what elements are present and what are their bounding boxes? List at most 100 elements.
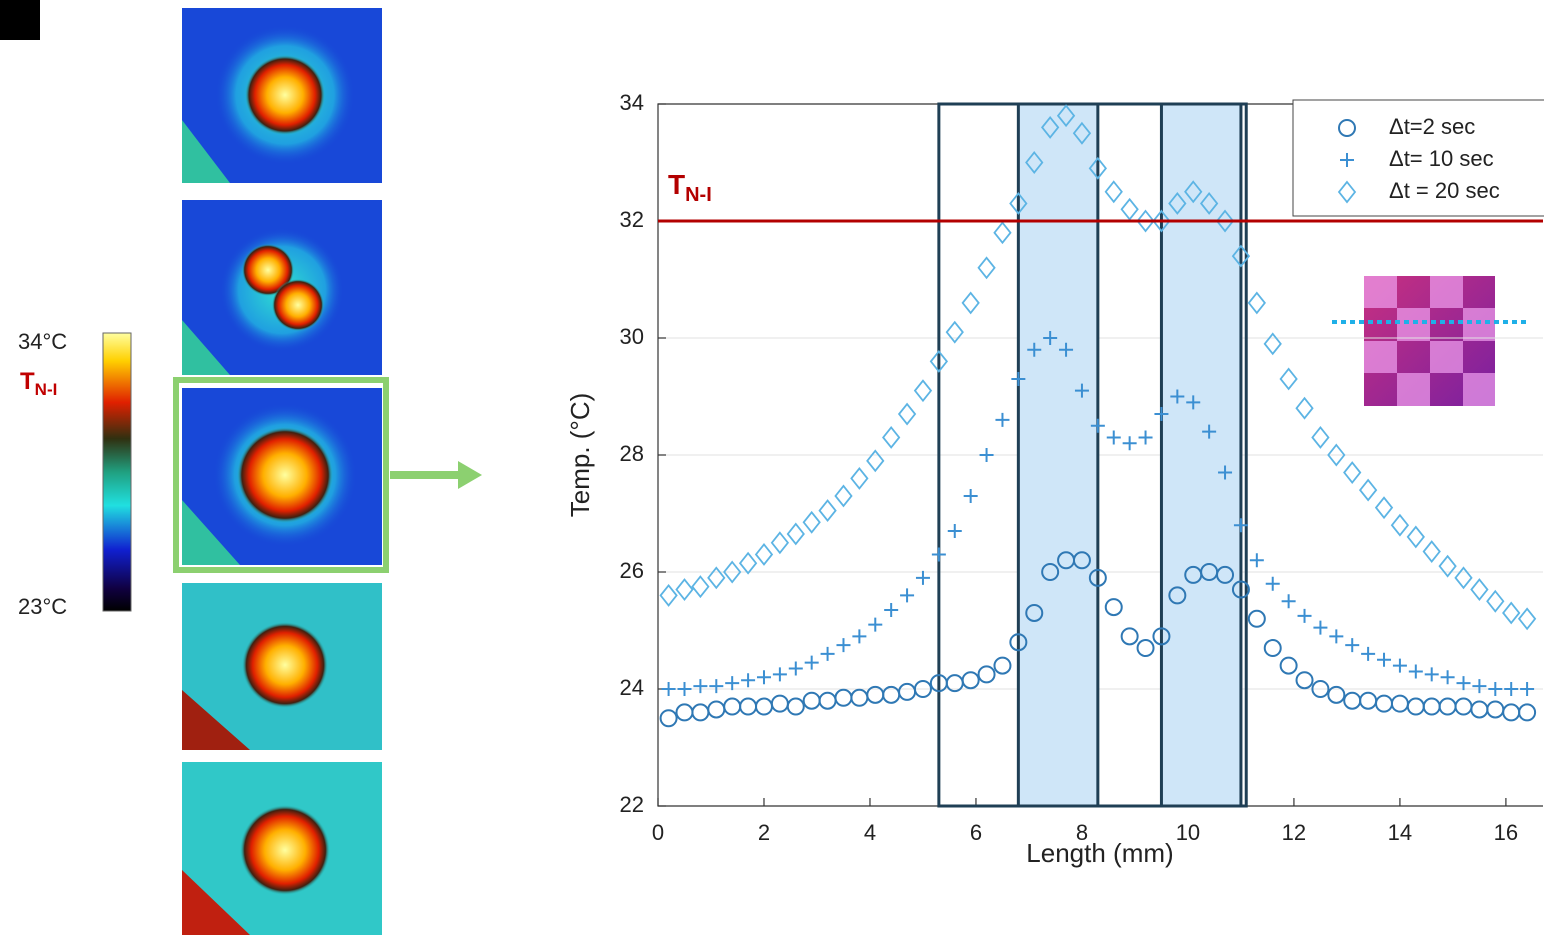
point	[788, 661, 803, 676]
point	[882, 426, 901, 449]
shaded-region	[1016, 102, 1100, 808]
inset-image	[1332, 276, 1528, 406]
point	[1438, 554, 1457, 578]
point	[995, 412, 1010, 427]
point	[1504, 682, 1519, 696]
point	[1454, 697, 1473, 716]
point	[1358, 478, 1378, 502]
point	[963, 488, 978, 503]
point	[1247, 609, 1266, 628]
point	[1518, 703, 1537, 722]
point	[707, 566, 726, 590]
point	[659, 583, 678, 607]
point	[1359, 691, 1378, 710]
legend-label: Δt=2 sec	[1389, 114, 1475, 139]
point	[1199, 192, 1219, 215]
point	[1486, 589, 1505, 613]
point	[1311, 426, 1330, 449]
point	[1488, 682, 1503, 696]
colorbar-marker-sub: N-I	[35, 380, 58, 399]
point	[1295, 671, 1314, 690]
point	[723, 697, 742, 716]
point	[1202, 424, 1217, 439]
point	[818, 499, 837, 523]
point	[1470, 578, 1489, 601]
point	[1327, 443, 1346, 467]
point	[900, 588, 915, 603]
point	[1297, 608, 1312, 623]
point	[1502, 601, 1521, 625]
point	[1263, 332, 1282, 356]
y-tick-label: 30	[620, 324, 644, 349]
point	[804, 655, 819, 670]
y-axis-label: Temp. (°C)	[565, 393, 595, 518]
point	[1009, 192, 1028, 215]
x-tick-label: 4	[864, 820, 876, 845]
point	[1313, 620, 1328, 635]
point	[1311, 680, 1330, 698]
x-tick-label: 12	[1282, 820, 1306, 845]
point	[1263, 639, 1282, 658]
point	[993, 221, 1012, 245]
point	[977, 665, 996, 684]
point	[691, 575, 710, 599]
point	[1136, 209, 1155, 233]
point	[1215, 209, 1235, 233]
point	[1517, 607, 1537, 631]
point	[1249, 553, 1264, 568]
y-tick-label: 24	[620, 675, 644, 700]
legend-marker	[1340, 153, 1354, 167]
point	[1090, 418, 1105, 433]
legend-marker	[1337, 180, 1357, 204]
point	[786, 697, 805, 716]
point	[1265, 576, 1280, 591]
point	[754, 697, 773, 716]
point	[1120, 197, 1139, 221]
point	[1392, 658, 1407, 673]
point	[709, 679, 724, 694]
point	[1406, 525, 1425, 549]
point	[913, 680, 932, 698]
point	[661, 682, 676, 696]
point	[1361, 646, 1376, 661]
point	[1088, 568, 1107, 587]
point	[1218, 465, 1233, 480]
point	[1072, 551, 1091, 570]
point	[659, 709, 678, 728]
point	[786, 522, 805, 546]
point	[884, 603, 899, 618]
point	[1152, 209, 1171, 233]
point	[1106, 430, 1121, 445]
point	[961, 291, 980, 315]
point	[1295, 396, 1314, 420]
point	[1502, 703, 1521, 722]
point	[1422, 540, 1441, 563]
point	[913, 379, 933, 403]
point	[1424, 667, 1439, 682]
colorbar-marker: TN-I	[20, 368, 57, 399]
point	[707, 700, 726, 719]
colorbar-min: 23°C	[18, 594, 67, 619]
point	[1154, 407, 1169, 422]
point	[1470, 700, 1489, 719]
point	[945, 320, 964, 344]
point	[1184, 180, 1203, 204]
threshold-label-sub: N-I	[685, 184, 712, 206]
point	[897, 402, 917, 426]
point	[1186, 395, 1201, 410]
y-tick-label: 32	[620, 207, 644, 232]
point	[834, 484, 853, 508]
point	[1231, 244, 1251, 268]
point	[1152, 627, 1171, 646]
legend-label: Δt= 10 sec	[1389, 146, 1494, 171]
x-tick-label: 10	[1176, 820, 1200, 845]
point	[675, 578, 694, 601]
threshold-label: TN-I	[668, 169, 712, 206]
point	[1009, 633, 1028, 652]
y-tick-label: 34	[620, 90, 644, 115]
point	[1327, 685, 1346, 704]
point	[1170, 389, 1185, 404]
point	[1168, 192, 1187, 215]
point	[1390, 513, 1410, 537]
